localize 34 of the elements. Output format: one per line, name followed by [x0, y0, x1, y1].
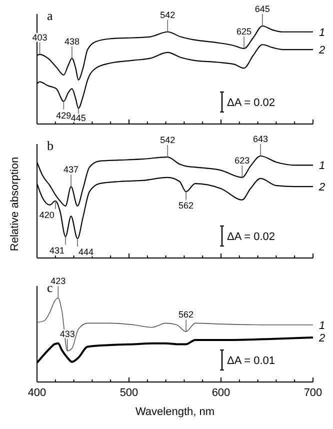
annotation: 445 [70, 113, 86, 123]
chart-title: b [47, 138, 54, 153]
annotation: 645 [254, 4, 270, 14]
series-label: 1 [319, 160, 326, 172]
series-label: 2 [318, 182, 326, 194]
annotation: 562 [178, 200, 194, 211]
annotation: 420 [39, 210, 54, 220]
annotation: 562 [178, 310, 194, 320]
series-label: 1 [319, 320, 326, 332]
annotation: 438 [64, 36, 80, 46]
annotation: 542 [160, 135, 176, 146]
y-axis-title: Relative absorption [9, 156, 21, 252]
annotation: 542 [160, 10, 176, 20]
annotation: 437 [64, 164, 79, 175]
series-label: 2 [318, 332, 326, 344]
annotation: ΔA = 0.02 [227, 231, 276, 243]
annotation: 625 [236, 26, 252, 37]
x-tick-label: 500 [120, 387, 138, 399]
x-tick-label: 700 [304, 387, 322, 399]
x-axis-title: Wavelength, nm [135, 406, 215, 418]
series-label: 2 [318, 44, 326, 57]
annotation: ΔA = 0.02 [227, 97, 276, 109]
annotation: ΔA = 0.01 [227, 355, 276, 367]
annotation: 431 [49, 246, 65, 256]
annotation: 423 [50, 276, 66, 286]
x-tick-label: 600 [212, 387, 230, 399]
annotation: 643 [253, 134, 268, 144]
x-tick-label: 400 [28, 387, 46, 399]
annotation: 623 [234, 155, 250, 166]
annotation: 429 [56, 110, 72, 120]
chart-title: a [47, 8, 53, 23]
annotation: 444 [78, 247, 94, 257]
annotation: 433 [60, 328, 75, 339]
series-label: 1 [319, 26, 326, 39]
